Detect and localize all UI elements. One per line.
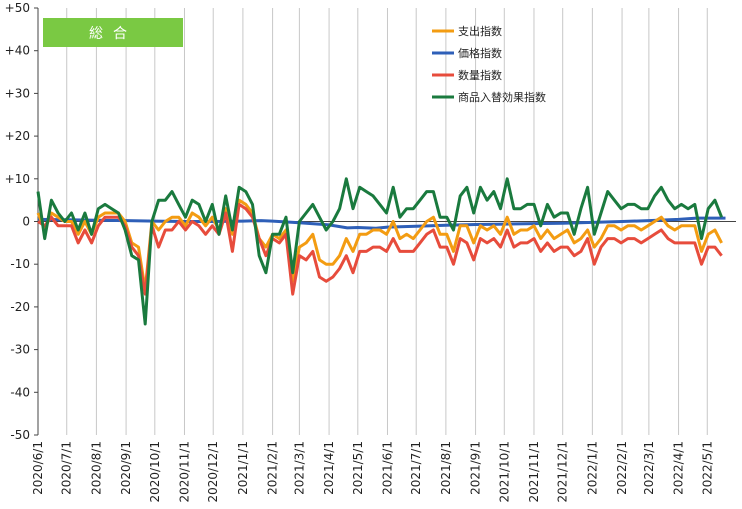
x-tick-label: 2022/1/1 — [585, 441, 599, 495]
x-tick-label: 2022/4/1 — [672, 441, 686, 495]
y-tick-label: +40 — [5, 44, 30, 58]
x-tick-label: 2020/11/1 — [177, 441, 191, 503]
y-tick-label: +20 — [5, 129, 30, 143]
series-line-3 — [36, 177, 723, 326]
x-tick-label: 2021/5/1 — [351, 441, 365, 495]
x-tick-label: 2020/6/1 — [31, 441, 45, 495]
x-tick-label: 2021/11/1 — [527, 441, 541, 503]
x-tick-label: 2020/10/1 — [148, 441, 162, 503]
y-tick-label: 0 — [22, 215, 30, 229]
series-line-1 — [37, 216, 726, 230]
y-tick-label: -20 — [10, 300, 30, 314]
x-tick-label: 2021/10/1 — [497, 441, 511, 503]
y-tick-label: -40 — [10, 385, 30, 399]
legend-label: 数量指数 — [458, 68, 502, 82]
x-tick-label: 2021/1/1 — [236, 441, 250, 495]
y-tick-label: +30 — [5, 86, 30, 100]
title-badge-text: 総合 — [89, 26, 137, 42]
x-tick-label: 2021/3/1 — [292, 441, 306, 495]
legend-label: 支出指数 — [458, 24, 502, 38]
x-tick-label: 2021/12/1 — [556, 441, 570, 503]
x-tick-label: 2022/2/1 — [615, 441, 629, 495]
x-tick-label: 2021/2/1 — [266, 441, 280, 495]
y-tick-label: +10 — [5, 172, 30, 186]
x-axis: 2020/6/1 2020/7/1 2020/8/1 2020/9/1 2020/10/… — [31, 441, 714, 503]
y-tick-label: -50 — [10, 428, 30, 442]
x-tick-label: 2020/9/1 — [119, 441, 133, 495]
y-tick-label: -10 — [10, 257, 30, 271]
y-tick-label: +50 — [5, 1, 30, 15]
title-badge: 総合 — [43, 18, 183, 47]
x-tick-label: 2021/9/1 — [469, 441, 483, 495]
legend-label: 価格指数 — [458, 46, 502, 60]
x-tick-label: 2020/12/1 — [206, 441, 220, 503]
legend-label: 商品入替効果指数 — [458, 90, 546, 104]
title-badge-background — [43, 18, 183, 47]
series-layer — [36, 177, 726, 326]
x-tick-label: 2020/8/1 — [89, 441, 103, 495]
x-tick-label: 2021/6/1 — [380, 441, 394, 495]
x-tick-label: 2022/3/1 — [642, 441, 656, 495]
x-tick-label: 2020/7/1 — [60, 441, 74, 495]
y-tick-label: -30 — [10, 343, 30, 357]
x-tick-label: 2021/7/1 — [409, 441, 423, 495]
x-tick-label: 2021/8/1 — [439, 441, 453, 495]
x-tick-label: 2021/4/1 — [322, 441, 336, 495]
x-tick-label: 2022/5/1 — [700, 441, 714, 495]
